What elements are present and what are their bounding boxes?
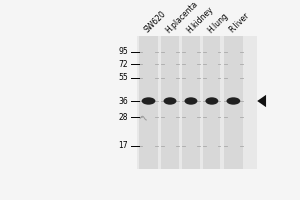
Ellipse shape bbox=[206, 97, 218, 105]
Bar bbox=[139, 36, 158, 169]
Text: H.kidney: H.kidney bbox=[184, 5, 215, 35]
Ellipse shape bbox=[184, 97, 197, 105]
Text: H.lung: H.lung bbox=[206, 11, 230, 35]
Bar bbox=[224, 36, 243, 169]
Bar bbox=[137, 36, 257, 169]
Text: 17: 17 bbox=[118, 141, 128, 150]
Text: 55: 55 bbox=[118, 73, 128, 82]
Polygon shape bbox=[257, 95, 266, 107]
Ellipse shape bbox=[164, 97, 176, 105]
Bar bbox=[161, 36, 178, 169]
Text: 36: 36 bbox=[118, 97, 128, 106]
Text: 28: 28 bbox=[119, 113, 128, 122]
Ellipse shape bbox=[142, 97, 155, 105]
Text: SW620: SW620 bbox=[142, 10, 167, 35]
Text: 95: 95 bbox=[118, 47, 128, 56]
Bar bbox=[182, 36, 200, 169]
Text: H.placenta: H.placenta bbox=[164, 0, 199, 35]
Text: R.liver: R.liver bbox=[227, 11, 250, 35]
Ellipse shape bbox=[226, 97, 240, 105]
Bar bbox=[203, 36, 220, 169]
Text: 72: 72 bbox=[118, 60, 128, 69]
